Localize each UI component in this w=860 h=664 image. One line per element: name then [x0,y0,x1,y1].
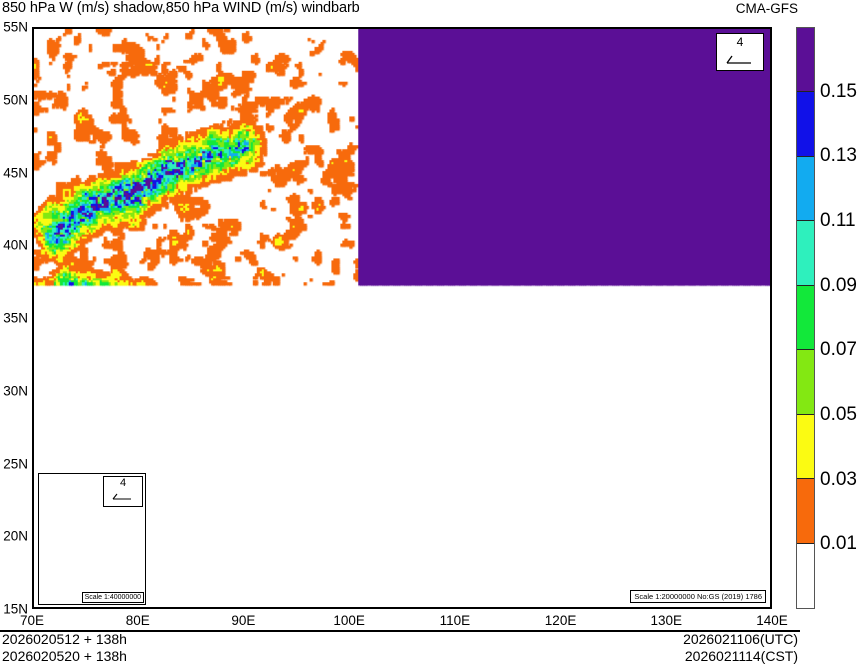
x-axis-tick-90E: 90E [231,613,256,628]
map-plot-canvas [34,29,770,607]
x-axis-tick-130E: 130E [650,613,683,628]
init-time-line2: 2026020520 + 138h [2,648,127,664]
x-axis-tick-80E: 80E [125,613,150,628]
x-axis-tick-120E: 120E [544,613,577,628]
colorbar-band-0.11-0.13 [797,156,814,222]
axis-bottom-rule [0,630,800,632]
colorbar-tick-0.13: 0.13 [820,145,857,167]
wind-barb-icon [726,55,751,64]
x-axis-tick-140E: 140E [756,613,788,628]
colorbar-tick-0.11: 0.11 [820,210,856,231]
inset-map-south-china-sea[interactable]: 4 Scale 1:40000000 [38,473,146,605]
y-axis-tick-50N: 50N [3,92,28,108]
colorbar[interactable] [796,27,815,609]
colorbar-band-0.13-0.15 [797,92,814,157]
valid-time-utc: 2026021106(UTC) [683,631,798,647]
wind-barb-legend: 4 [716,33,764,71]
colorbar-tick-0.01: 0.01 [820,533,857,555]
colorbar-tick-0.03: 0.03 [820,468,857,490]
colorbar-band-<0.01 [797,543,814,608]
colorbar-band-0.05-0.07 [797,350,814,415]
init-time-line1: 2026020512 + 138h [2,631,127,647]
colorbar-band-0.01-0.03 [797,479,814,544]
y-axis-tick-25N: 25N [3,456,28,471]
colorbar-tick-0.05: 0.05 [820,404,857,425]
inset-wind-barb-icon [112,493,131,500]
model-label: CMA-GFS [735,1,798,16]
colorbar-tick-0.09: 0.09 [820,274,857,296]
colorbar-band-0.09-0.11 [797,221,814,286]
colorbar-band-0.03-0.05 [797,414,814,480]
colorbar-tick-0.07: 0.07 [820,339,857,361]
x-axis-tick-100E: 100E [333,613,365,628]
weather-map[interactable]: 4 4 Scale 1:40000000 Scale 1:20000000 No… [32,27,772,609]
x-axis-tick-110E: 110E [439,613,471,628]
x-axis-tick-70E: 70E [19,613,45,628]
valid-time-cst: 2026021114(CST) [684,648,798,664]
y-axis-tick-20N: 20N [3,528,28,544]
y-axis-tick-45N: 45N [3,165,28,180]
inset-wind-barb-legend-value: 4 [119,477,127,489]
map-scale-note: Scale 1:20000000 No:GS (2019) 1786 [630,590,766,603]
colorbar-band-0.07-0.09 [797,285,814,351]
page-title: 850 hPa W (m/s) shadow,850 hPa WIND (m/s… [2,0,360,16]
y-axis-tick-35N: 35N [3,310,28,326]
y-axis-tick-55N: 55N [3,19,28,35]
inset-scale-note: Scale 1:40000000 [81,592,144,603]
y-axis-tick-15N: 15N [3,601,28,617]
wind-barb-legend-value: 4 [736,35,744,49]
inset-wind-barb-legend: 4 [103,476,143,507]
colorbar-band->0.15 [797,28,814,93]
colorbar-tick-0.15: 0.15 [820,80,857,102]
y-axis-tick-30N: 30N [3,383,28,399]
y-axis-tick-40N: 40N [3,237,28,253]
